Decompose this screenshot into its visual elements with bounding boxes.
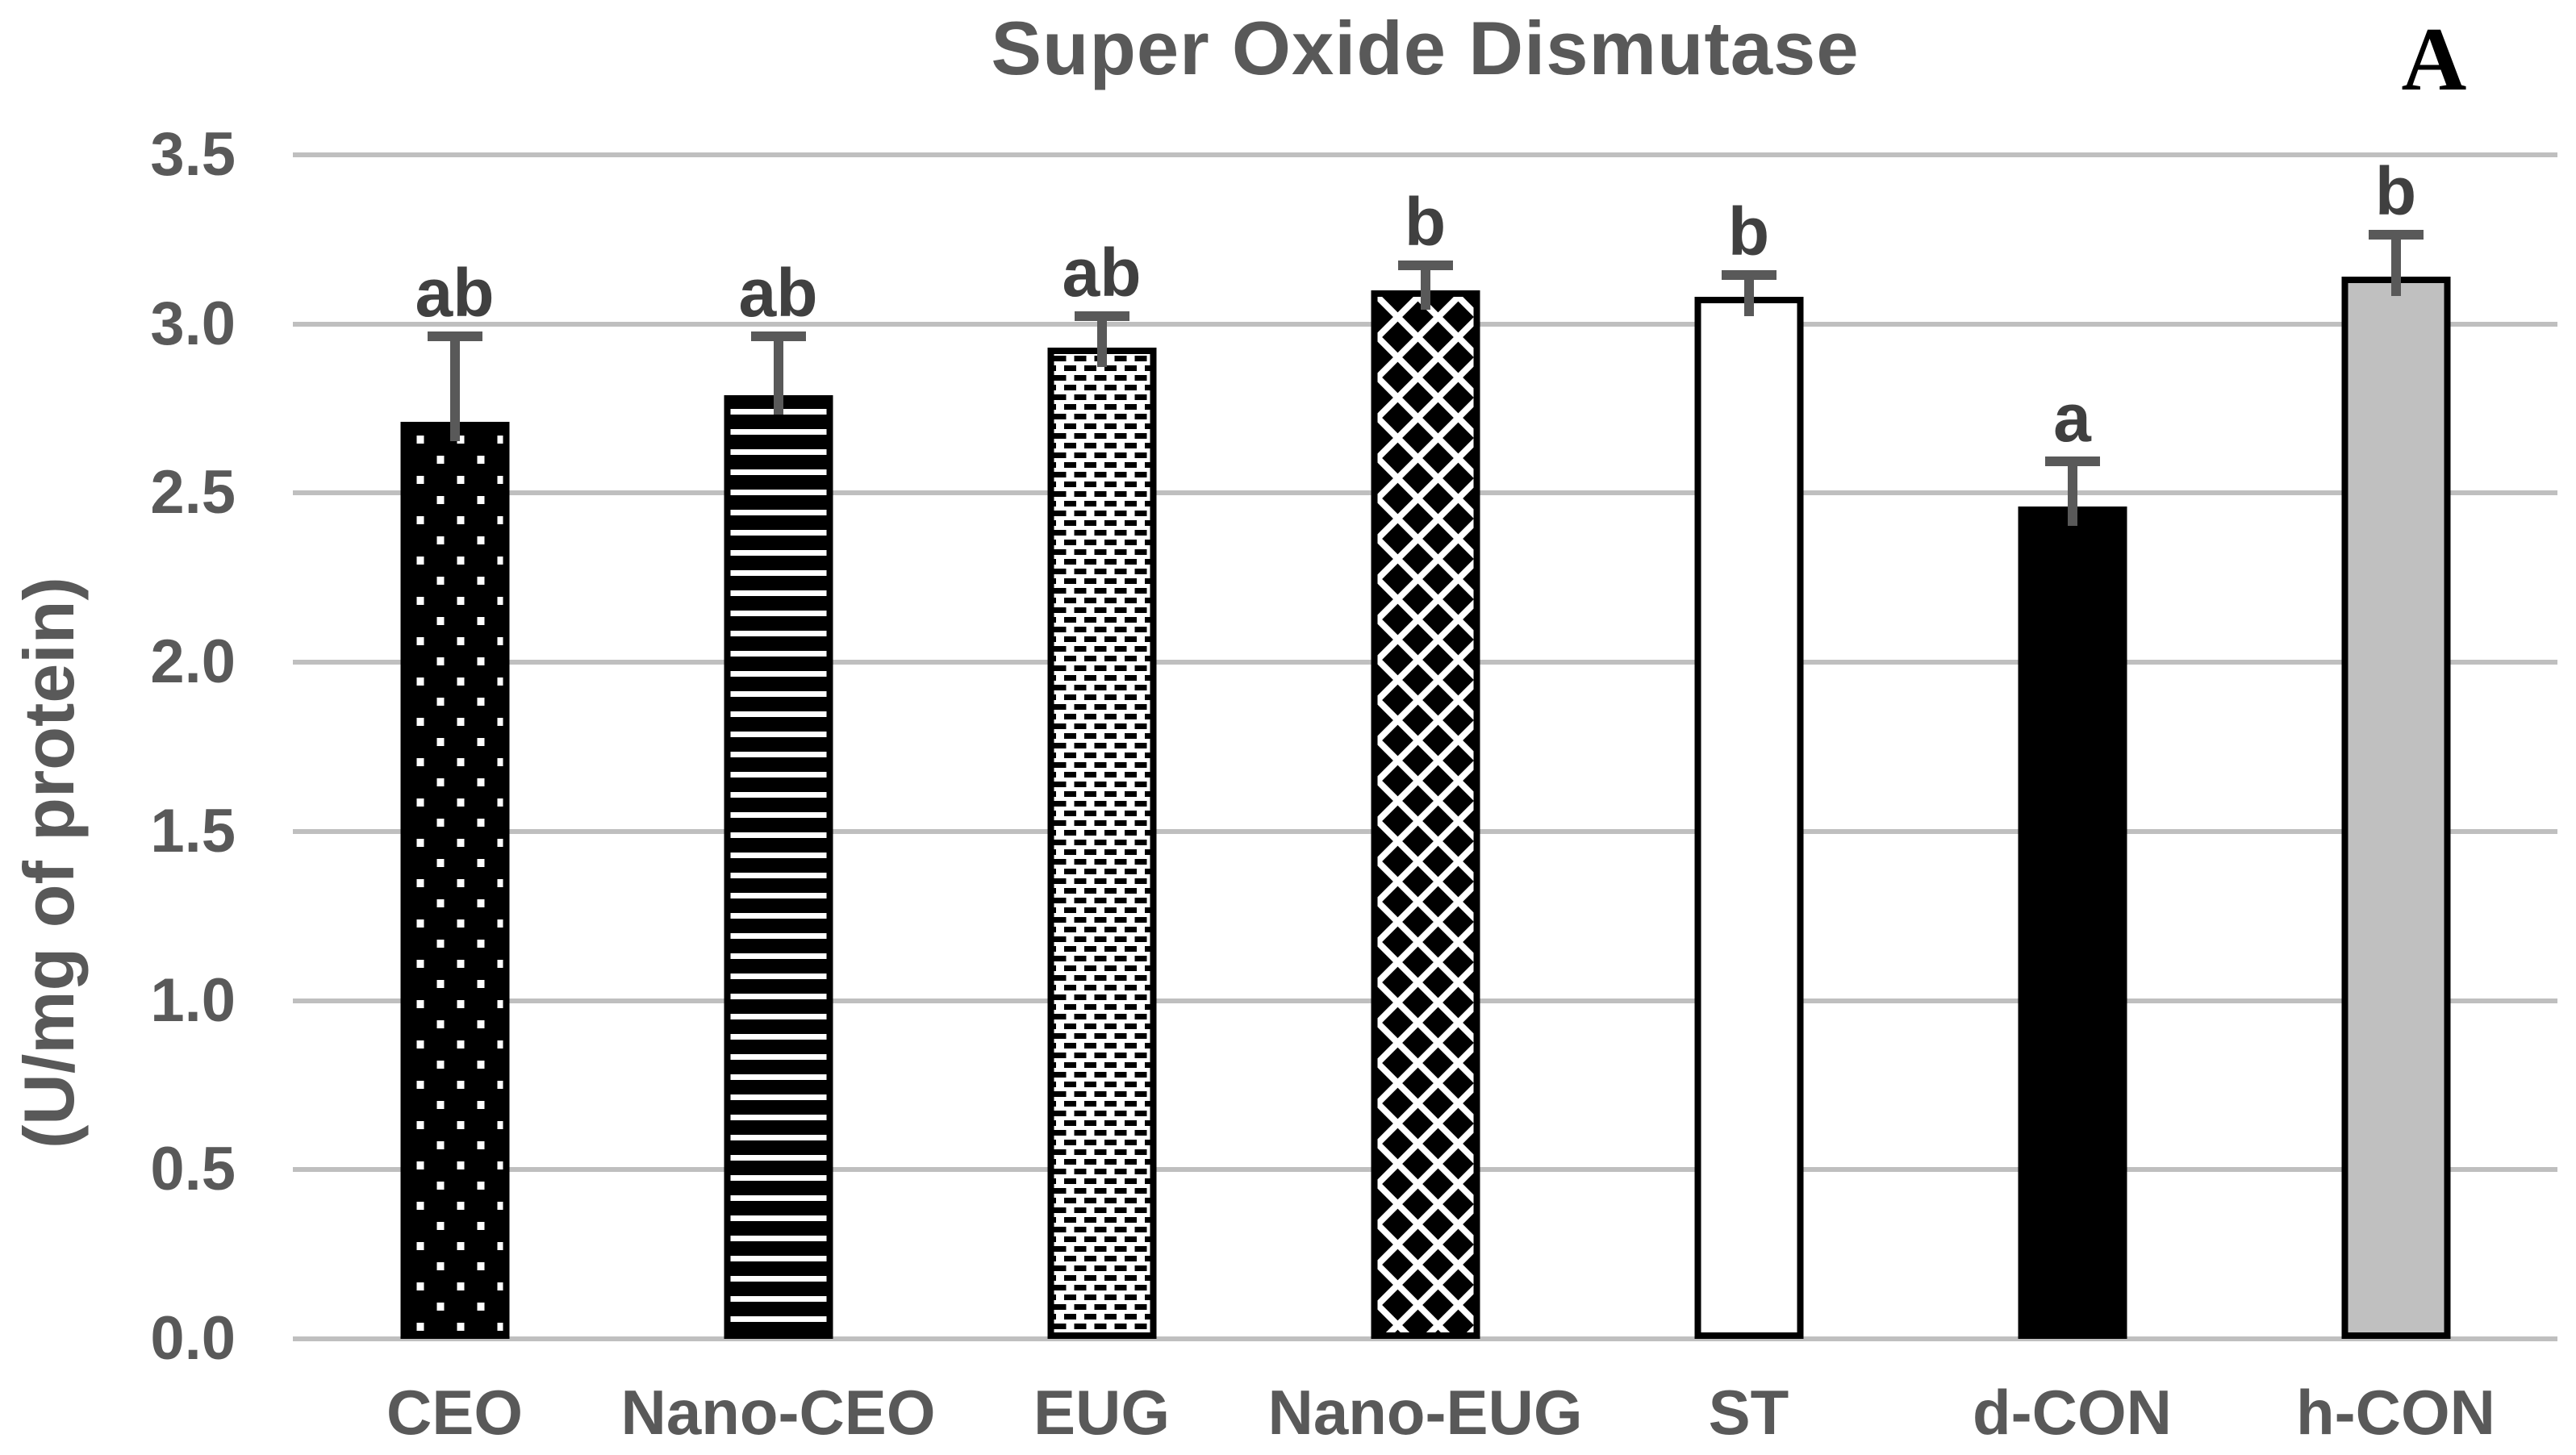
y-tick-label: 2.0 — [150, 627, 236, 697]
bar-group-nano-ceo: ab — [616, 155, 940, 1339]
error-bar-cap — [1397, 260, 1453, 270]
panel-label-a: A — [2401, 10, 2467, 110]
dashes-pattern-fill — [1054, 354, 1150, 1332]
sig-letter: ab — [1062, 234, 1142, 311]
sig-letter: b — [1727, 194, 1770, 270]
x-label-st: ST — [1708, 1377, 1789, 1448]
y-axis-tick-labels: 3.5 3.0 2.5 2.0 1.5 1.0 0.5 0.0 — [0, 124, 236, 1370]
error-bar-line — [2390, 239, 2401, 296]
bar-h-con — [2341, 277, 2450, 1339]
diamond-lattice-pattern-fill — [1377, 296, 1473, 1332]
error-bar-cap — [2044, 456, 2100, 466]
chart-title: Super Oxide Dismutase — [991, 6, 1860, 90]
x-label-nano-eug: Nano-EUG — [1267, 1377, 1583, 1448]
y-tick-label: 1.0 — [150, 965, 236, 1035]
x-label-d-con: d-CON — [1973, 1377, 2172, 1448]
y-tick-label: 2.5 — [150, 458, 236, 527]
bar-ceo — [400, 422, 509, 1339]
error-bar-line — [1096, 320, 1107, 368]
bar-nano-eug — [1371, 290, 1480, 1339]
bars-container: ab ab ab — [293, 155, 2557, 1339]
y-tick-label: 3.0 — [150, 289, 236, 358]
bar-group-nano-eug: b — [1263, 155, 1587, 1339]
bar-st — [1694, 297, 1803, 1339]
y-tick-label: 1.5 — [150, 796, 236, 865]
y-tick-label: 3.5 — [150, 120, 236, 189]
x-label-h-con: h-CON — [2296, 1377, 2495, 1448]
error-bar-line — [1420, 269, 1430, 310]
gridline — [293, 152, 2557, 157]
bar-group-st: b — [1587, 155, 1910, 1339]
error-bar-line — [449, 340, 460, 442]
sig-letter: b — [2374, 152, 2417, 229]
error-bar-cap — [427, 331, 482, 341]
bar-group-h-con: b — [2234, 155, 2557, 1339]
plot-area: ab ab ab — [293, 152, 2557, 1341]
x-label-nano-ceo: Nano-CEO — [620, 1377, 936, 1448]
bar-nano-ceo — [724, 394, 833, 1339]
x-label-eug: EUG — [1033, 1377, 1171, 1448]
error-bar-line — [2067, 465, 2077, 527]
x-label-ceo: CEO — [386, 1377, 524, 1448]
error-bar-cap — [2368, 229, 2424, 240]
y-tick-label: 0.5 — [150, 1135, 236, 1204]
sig-letter: a — [2053, 379, 2091, 456]
error-bar-line — [773, 340, 783, 415]
x-axis-labels: CEO Nano-CEO EUG Nano-EUG ST d-CON h-CON — [293, 1370, 2557, 1455]
sig-letter: b — [1404, 183, 1447, 260]
gridline-baseline — [293, 1336, 2557, 1341]
error-bar-cap — [1721, 270, 1776, 281]
dots-pattern-fill — [407, 428, 503, 1332]
error-bar-line — [1743, 280, 1754, 317]
bar-d-con — [2018, 507, 2127, 1339]
y-tick-label: 0.0 — [150, 1304, 236, 1373]
sig-letter: ab — [415, 254, 495, 331]
hstripes-pattern-fill — [730, 401, 826, 1332]
error-bar-cap — [1074, 311, 1129, 321]
bar-group-d-con: a — [1910, 155, 2234, 1339]
sig-letter: ab — [738, 254, 818, 331]
error-bar-cap — [750, 331, 806, 341]
bar-eug — [1047, 348, 1156, 1339]
bar-group-eug: ab — [940, 155, 1263, 1339]
bar-group-ceo: ab — [293, 155, 616, 1339]
